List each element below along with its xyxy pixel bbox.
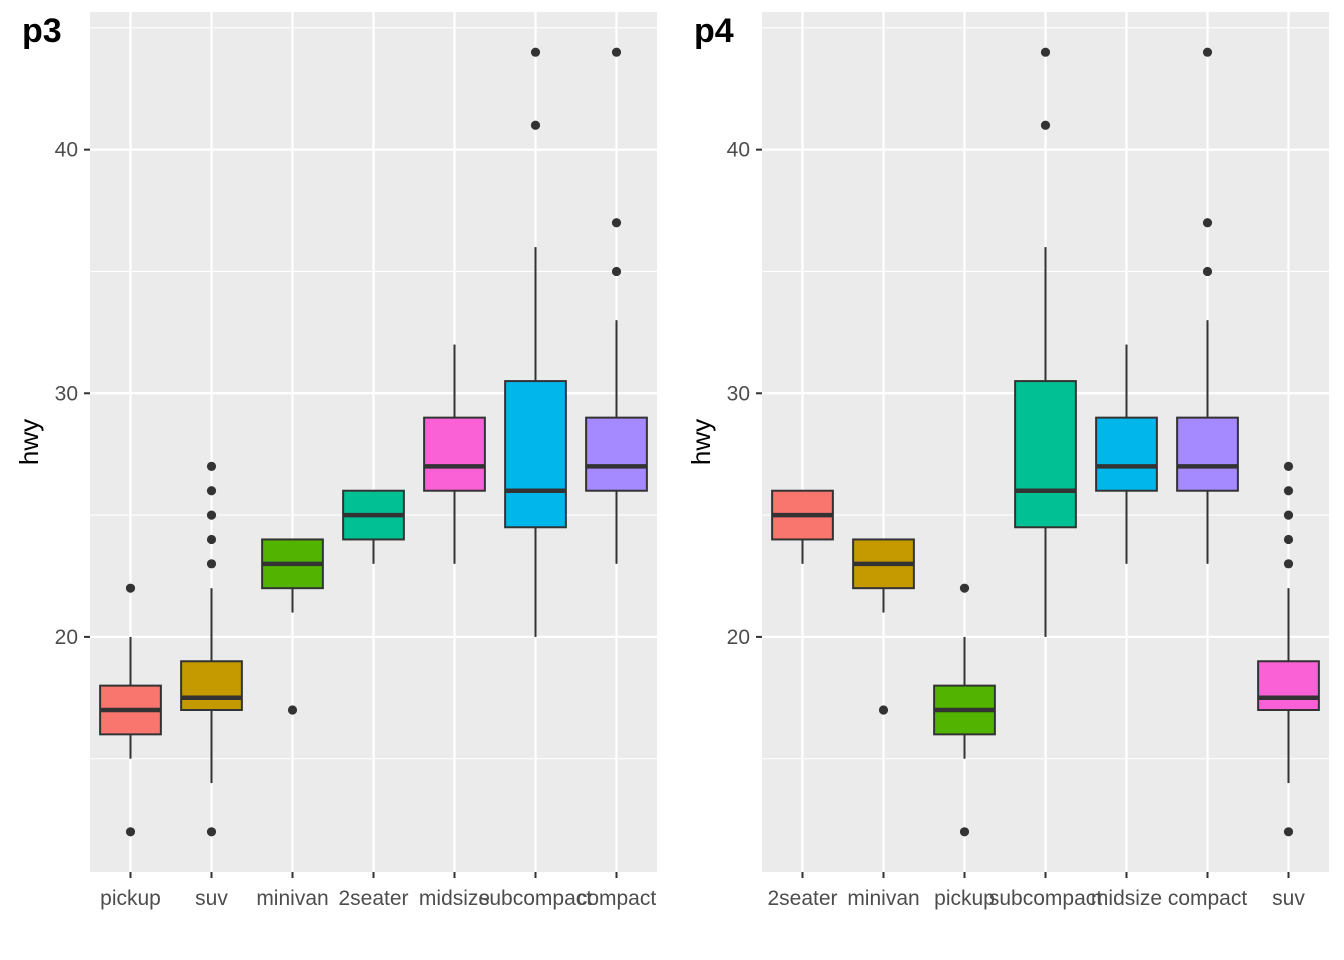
- x-tick-label: minivan: [847, 887, 919, 910]
- outlier-point: [206, 559, 217, 569]
- x-tick-label: subcompact: [479, 887, 592, 910]
- outlier-point: [530, 47, 541, 57]
- y-tick-label: 30: [55, 382, 78, 405]
- y-tick-label: 20: [55, 626, 78, 649]
- outlier-point: [287, 705, 298, 715]
- box-suv: [180, 660, 243, 711]
- outlier-point: [878, 705, 889, 715]
- x-tick-label: 2seater: [338, 887, 408, 910]
- outlier-point: [206, 510, 217, 520]
- box-subcompact: [504, 380, 567, 529]
- outlier-point: [611, 266, 622, 277]
- x-tick-label: pickup: [934, 887, 995, 910]
- x-tick-label: compact: [577, 887, 657, 910]
- outlier-point: [1283, 559, 1294, 569]
- outlier-point: [125, 827, 136, 837]
- box-midsize: [423, 416, 486, 492]
- outlier-point: [611, 47, 622, 57]
- outlier-point: [1202, 218, 1213, 228]
- panel-tag: p3: [22, 12, 62, 50]
- outlier-point: [1202, 266, 1213, 277]
- panel-tag: p4: [694, 12, 734, 50]
- outlier-point: [959, 827, 970, 837]
- outlier-point: [206, 461, 217, 471]
- x-tick-label: suv: [195, 887, 228, 910]
- y-tick-label: 40: [55, 139, 78, 162]
- x-tick-label: suv: [1272, 887, 1305, 910]
- x-tick-label: midsize: [1091, 887, 1162, 910]
- outlier-point: [1040, 120, 1051, 130]
- outlier-point: [1202, 47, 1213, 57]
- x-tick-label: compact: [1168, 887, 1248, 910]
- x-tick-label: minivan: [256, 887, 328, 910]
- y-tick-label: 30: [727, 382, 750, 405]
- box-midsize: [1095, 416, 1158, 492]
- chart-panel-p4: p4 hwy 20 30 40 2seater minivan pickupsubcomp…: [686, 12, 1329, 910]
- outlier-point: [1283, 461, 1294, 471]
- outlier-point: [125, 583, 136, 593]
- outlier-point: [1283, 486, 1294, 496]
- outlier-point: [1283, 827, 1294, 837]
- outlier-point: [206, 534, 217, 545]
- box-compact: [1176, 416, 1239, 492]
- x-tick-label: subcompact: [989, 887, 1102, 910]
- outlier-point: [1283, 534, 1294, 545]
- outlier-point: [959, 583, 970, 593]
- outlier-point: [611, 218, 622, 228]
- x-tick-label: 2seater: [767, 887, 837, 910]
- y-tick-label: 40: [727, 139, 750, 162]
- outlier-point: [1040, 47, 1051, 57]
- outlier-point: [206, 486, 217, 496]
- outlier-point: [206, 827, 217, 837]
- box-suv: [1257, 660, 1320, 711]
- box-compact: [585, 416, 648, 492]
- chart-panel-p3: p3 hwy 20 30 40 pickup suv minivan 2seater mids…: [14, 12, 657, 910]
- box-subcompact: [1014, 380, 1077, 529]
- y-axis-label: hwy: [14, 419, 44, 465]
- y-axis-label: hwy: [686, 419, 716, 465]
- outlier-point: [530, 120, 541, 130]
- x-tick-label: pickup: [100, 887, 161, 910]
- x-tick-label: midsize: [419, 887, 490, 910]
- y-tick-label: 20: [727, 626, 750, 649]
- outlier-point: [1283, 510, 1294, 520]
